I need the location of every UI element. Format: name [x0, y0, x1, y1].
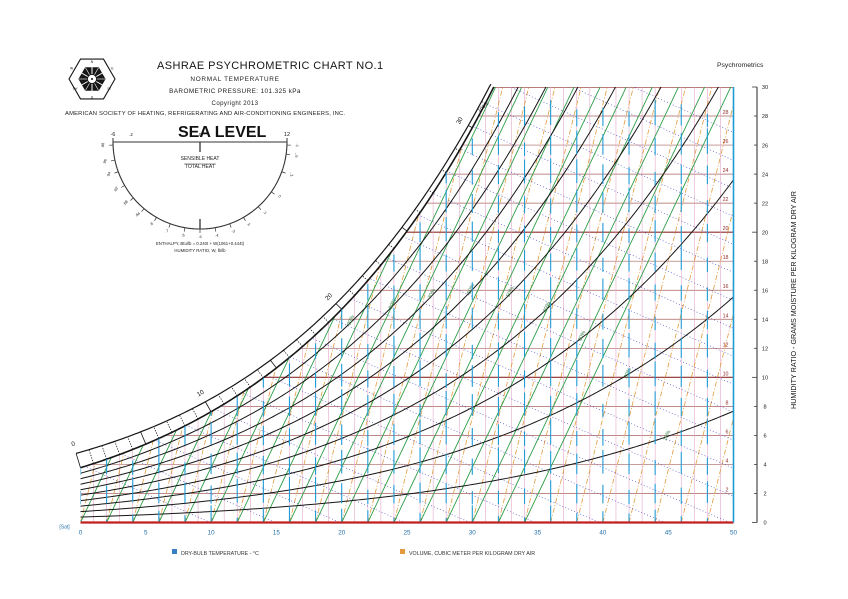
- svg-text:14: 14: [762, 317, 768, 323]
- svg-text:18: 18: [762, 259, 768, 265]
- svg-text:24: 24: [723, 168, 729, 174]
- svg-text:Psychrometrics: Psychrometrics: [717, 62, 764, 69]
- svg-text:14: 14: [723, 313, 729, 319]
- svg-text:26: 26: [723, 139, 729, 145]
- svg-text:4: 4: [726, 458, 729, 464]
- svg-text:-6: -6: [111, 132, 116, 138]
- svg-text:-1: -1: [295, 144, 299, 148]
- svg-text:2: 2: [763, 492, 766, 498]
- svg-text:28: 28: [762, 114, 768, 120]
- svg-text:SE: SE: [107, 87, 111, 91]
- svg-text:HUMIDITY RATIO - GRAMS MOISTUR: HUMIDITY RATIO - GRAMS MOISTURE PER KILO…: [789, 191, 798, 409]
- svg-text:12: 12: [723, 342, 729, 348]
- svg-text:SEA LEVEL: SEA LEVEL: [178, 124, 267, 141]
- svg-text:10: 10: [723, 371, 729, 377]
- svg-text:0: 0: [79, 530, 83, 537]
- svg-text:.5: .5: [198, 235, 201, 239]
- svg-text:40: 40: [599, 530, 607, 537]
- svg-text:28: 28: [723, 110, 729, 116]
- svg-text:HUMIDITY RATIO, W, lb/lb: HUMIDITY RATIO, W, lb/lb: [174, 248, 226, 253]
- svg-text:W: W: [70, 67, 73, 71]
- svg-text:25: 25: [403, 530, 411, 537]
- svg-text:35: 35: [534, 530, 542, 537]
- svg-text:DRY-BULB TEMPERATURE - °C: DRY-BULB TEMPERATURE - °C: [181, 551, 259, 557]
- svg-text:24: 24: [762, 172, 768, 178]
- svg-text:20: 20: [723, 226, 729, 232]
- svg-text:10: 10: [762, 376, 768, 382]
- svg-text:VOLUME, CUBIC METER PER KILOGR: VOLUME, CUBIC METER PER KILOGRAM DRY AIR: [409, 551, 535, 557]
- svg-text:12: 12: [762, 347, 768, 353]
- svg-text:NORMAL TEMPERATURE: NORMAL TEMPERATURE: [190, 76, 279, 83]
- svg-text:.2: .2: [129, 132, 133, 137]
- svg-text:22: 22: [723, 197, 729, 203]
- svg-text:AMERICAN SOCIETY OF HEATING, R: AMERICAN SOCIETY OF HEATING, REFRIGERATI…: [65, 111, 345, 117]
- svg-text:20: 20: [338, 530, 346, 537]
- svg-text:SW: SW: [73, 87, 78, 91]
- svg-text:50: 50: [730, 530, 738, 537]
- svg-text:20: 20: [762, 230, 768, 236]
- svg-text:26: 26: [762, 143, 768, 149]
- svg-text:5: 5: [144, 530, 148, 537]
- svg-text:.6: .6: [181, 233, 185, 237]
- svg-text:BAROMETRIC PRESSURE: 101.325 k: BAROMETRIC PRESSURE: 101.325 kPa: [169, 88, 301, 95]
- svg-text:-.5: -.5: [294, 153, 299, 158]
- svg-text:45: 45: [665, 530, 673, 537]
- svg-text:6: 6: [763, 434, 766, 440]
- svg-text:2: 2: [726, 487, 729, 493]
- svg-text:0: 0: [763, 521, 766, 527]
- svg-text:Copyright 2013: Copyright 2013: [212, 100, 259, 107]
- svg-text:6: 6: [726, 429, 729, 435]
- svg-text:SENSIBLE HEAT: SENSIBLE HEAT: [181, 156, 220, 162]
- svg-text:10: 10: [208, 530, 216, 537]
- svg-text:ENTHALPY, Btu/lb = 0.240t + W(: ENTHALPY, Btu/lb = 0.240t + W(1061+0.444…: [156, 241, 245, 246]
- svg-text:ASHRAE PSYCHROMETRIC CHART NO.: ASHRAE PSYCHROMETRIC CHART NO.1: [157, 60, 384, 72]
- svg-text:22: 22: [762, 201, 768, 207]
- svg-text:TOTAL HEAT: TOTAL HEAT: [185, 164, 215, 170]
- svg-text:8: 8: [726, 400, 729, 406]
- svg-text:12: 12: [284, 132, 290, 138]
- svg-text:15: 15: [273, 530, 281, 537]
- svg-text:30: 30: [469, 530, 477, 537]
- svg-text:4: 4: [763, 463, 766, 469]
- svg-text:16: 16: [723, 284, 729, 290]
- svg-text:.4: .4: [215, 233, 219, 237]
- svg-text:E: E: [111, 67, 113, 71]
- svg-text:16: 16: [762, 288, 768, 294]
- svg-text:.98: .98: [101, 143, 105, 148]
- svg-text:18: 18: [723, 255, 729, 261]
- svg-text:8: 8: [763, 405, 766, 411]
- svg-text:[Sat]: [Sat]: [59, 525, 70, 531]
- svg-text:30: 30: [762, 85, 768, 91]
